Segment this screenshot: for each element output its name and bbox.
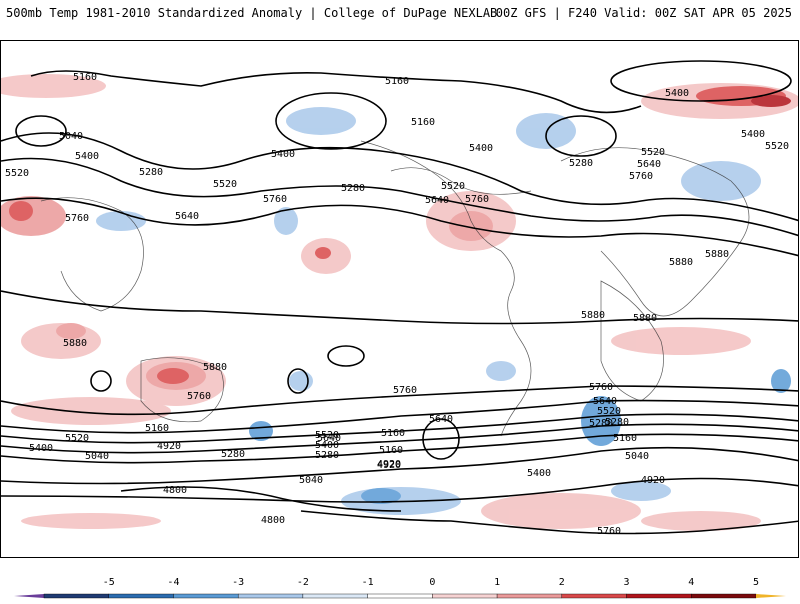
contour-label: 5640 bbox=[425, 195, 449, 206]
contour-label: 5520 bbox=[441, 181, 465, 192]
colorbar-segment bbox=[237, 593, 304, 599]
contour-label: 5280 bbox=[589, 418, 613, 429]
contour-label: 5280 bbox=[341, 183, 365, 194]
contour-label: 5520 bbox=[5, 168, 29, 179]
contour-label: 5760 bbox=[597, 526, 621, 537]
contour-label: 4920 bbox=[377, 459, 401, 470]
contour-labels: 5160 5160 5040 5400 5520 5280 5760 5640 … bbox=[5, 72, 789, 537]
contour-label: 5400 bbox=[271, 149, 295, 160]
contour-label: 5880 bbox=[581, 310, 605, 321]
colorbar-tick-label: 1 bbox=[494, 577, 500, 588]
contour-label: 5400 bbox=[665, 88, 689, 99]
contour-label: 5640 bbox=[175, 211, 199, 222]
colorbar-segment bbox=[367, 593, 433, 599]
contour-label: 5880 bbox=[203, 362, 227, 373]
colorbar-tick-label: -3 bbox=[232, 577, 244, 588]
contour-label: 5520 bbox=[765, 141, 789, 152]
coastlines bbox=[40, 140, 750, 437]
colorbar-tick-label: -4 bbox=[167, 577, 179, 588]
contour-label: 5280 bbox=[605, 417, 629, 428]
contour-label: 5160 bbox=[379, 445, 403, 456]
colorbar-right-arrow bbox=[756, 594, 786, 598]
contour-label: 5520 bbox=[213, 179, 237, 190]
contour-label: 5040 bbox=[85, 451, 109, 462]
colorbar-tick-label: -5 bbox=[103, 577, 115, 588]
contour-label: 4920 bbox=[377, 460, 401, 471]
colorbar-tick-label: 2 bbox=[559, 577, 565, 588]
contour-label: 5280 bbox=[221, 449, 245, 460]
contour-label: 5880 bbox=[669, 257, 693, 268]
colorbar-segment bbox=[302, 593, 368, 599]
contour-label: 5040 bbox=[625, 451, 649, 462]
run-info: 00Z GFS | F240 Valid: 00Z SAT APR 05 202… bbox=[495, 6, 792, 20]
contour-label: 5520 bbox=[315, 430, 339, 441]
colorbar-tick-label: 4 bbox=[688, 577, 694, 588]
colorbar-segment bbox=[626, 593, 692, 599]
colorbar-tick-label: 0 bbox=[429, 577, 435, 588]
contour-label: 5160 bbox=[411, 117, 435, 128]
colorbar-segment bbox=[496, 593, 563, 599]
contour-label: 5520 bbox=[641, 147, 665, 158]
contour-label: 5400 bbox=[469, 143, 493, 154]
colorbar-legend: -5 -4 -3 -2 -1 0 1 2 3 4 5 bbox=[0, 572, 800, 600]
colorbar-segment bbox=[432, 593, 498, 599]
contour-label: 5400 bbox=[75, 151, 99, 162]
contour-label: 5760 bbox=[187, 391, 211, 402]
header: 500mb Temp 1981-2010 Standardized Anomal… bbox=[0, 0, 800, 34]
contour-label: 5640 bbox=[317, 433, 341, 444]
contour-label: 4920 bbox=[641, 475, 665, 486]
colorbar-left-arrow bbox=[14, 594, 44, 598]
contour-label: 5040 bbox=[59, 131, 83, 142]
colorbar: -5 -4 -3 -2 -1 0 1 2 3 4 5 bbox=[14, 577, 786, 599]
contour-label: 5520 bbox=[597, 406, 621, 417]
contour-label: 4800 bbox=[261, 515, 285, 526]
contour-label: 5400 bbox=[741, 129, 765, 140]
contour-label: 5160 bbox=[385, 76, 409, 87]
colorbar-tick-label: -2 bbox=[297, 577, 309, 588]
map-title: 500mb Temp 1981-2010 Standardized Anomal… bbox=[6, 6, 498, 20]
contour-label: 4920 bbox=[157, 441, 181, 452]
contour-label: 5640 bbox=[429, 414, 453, 425]
colorbar-segment bbox=[691, 593, 757, 599]
contour-label: 5280 bbox=[139, 167, 163, 178]
contour-label: 4800 bbox=[163, 485, 187, 496]
contour-label: 5400 bbox=[527, 468, 551, 479]
contour-label: 5760 bbox=[263, 194, 287, 205]
anomaly-map: 5160 5160 5040 5400 5520 5280 5760 5640 … bbox=[1, 60, 798, 537]
contour-label: 5160 bbox=[73, 72, 97, 83]
contour-label: 5160 bbox=[613, 433, 637, 444]
contour-label: 5760 bbox=[629, 171, 653, 182]
contour-label: 5760 bbox=[589, 382, 613, 393]
contour-label: 5400 bbox=[29, 443, 53, 454]
contour-label: 5760 bbox=[393, 385, 417, 396]
contour-label: 5160 bbox=[381, 428, 405, 439]
contour-label: 5880 bbox=[705, 249, 729, 260]
contour-label: 5880 bbox=[633, 313, 657, 324]
height-contours bbox=[1, 60, 798, 535]
contour-label: 5640 bbox=[593, 396, 617, 407]
contour-label: 5280 bbox=[315, 450, 339, 461]
contour-label: 5400 bbox=[315, 440, 339, 451]
contour-label: 5040 bbox=[299, 475, 323, 486]
colorbar-segment bbox=[43, 593, 109, 599]
contour-label: 5760 bbox=[65, 213, 89, 224]
contour-label: 5640 bbox=[637, 159, 661, 170]
colorbar-segment bbox=[561, 593, 627, 599]
colorbar-tick-label: 3 bbox=[624, 577, 630, 588]
contour-label: 5760 bbox=[465, 194, 489, 205]
colorbar-tick-label: 5 bbox=[753, 577, 759, 588]
colorbar-segment bbox=[108, 593, 174, 599]
contour-label: 5160 bbox=[145, 423, 169, 434]
map-panel: 5160 5160 5040 5400 5520 5280 5760 5640 … bbox=[0, 40, 799, 558]
contour-label: 5880 bbox=[63, 338, 87, 349]
contour-label: 5520 bbox=[65, 433, 89, 444]
colorbar-segment bbox=[173, 593, 239, 599]
colorbar-tick-label: -1 bbox=[362, 577, 374, 588]
contour-label: 5280 bbox=[569, 158, 593, 169]
